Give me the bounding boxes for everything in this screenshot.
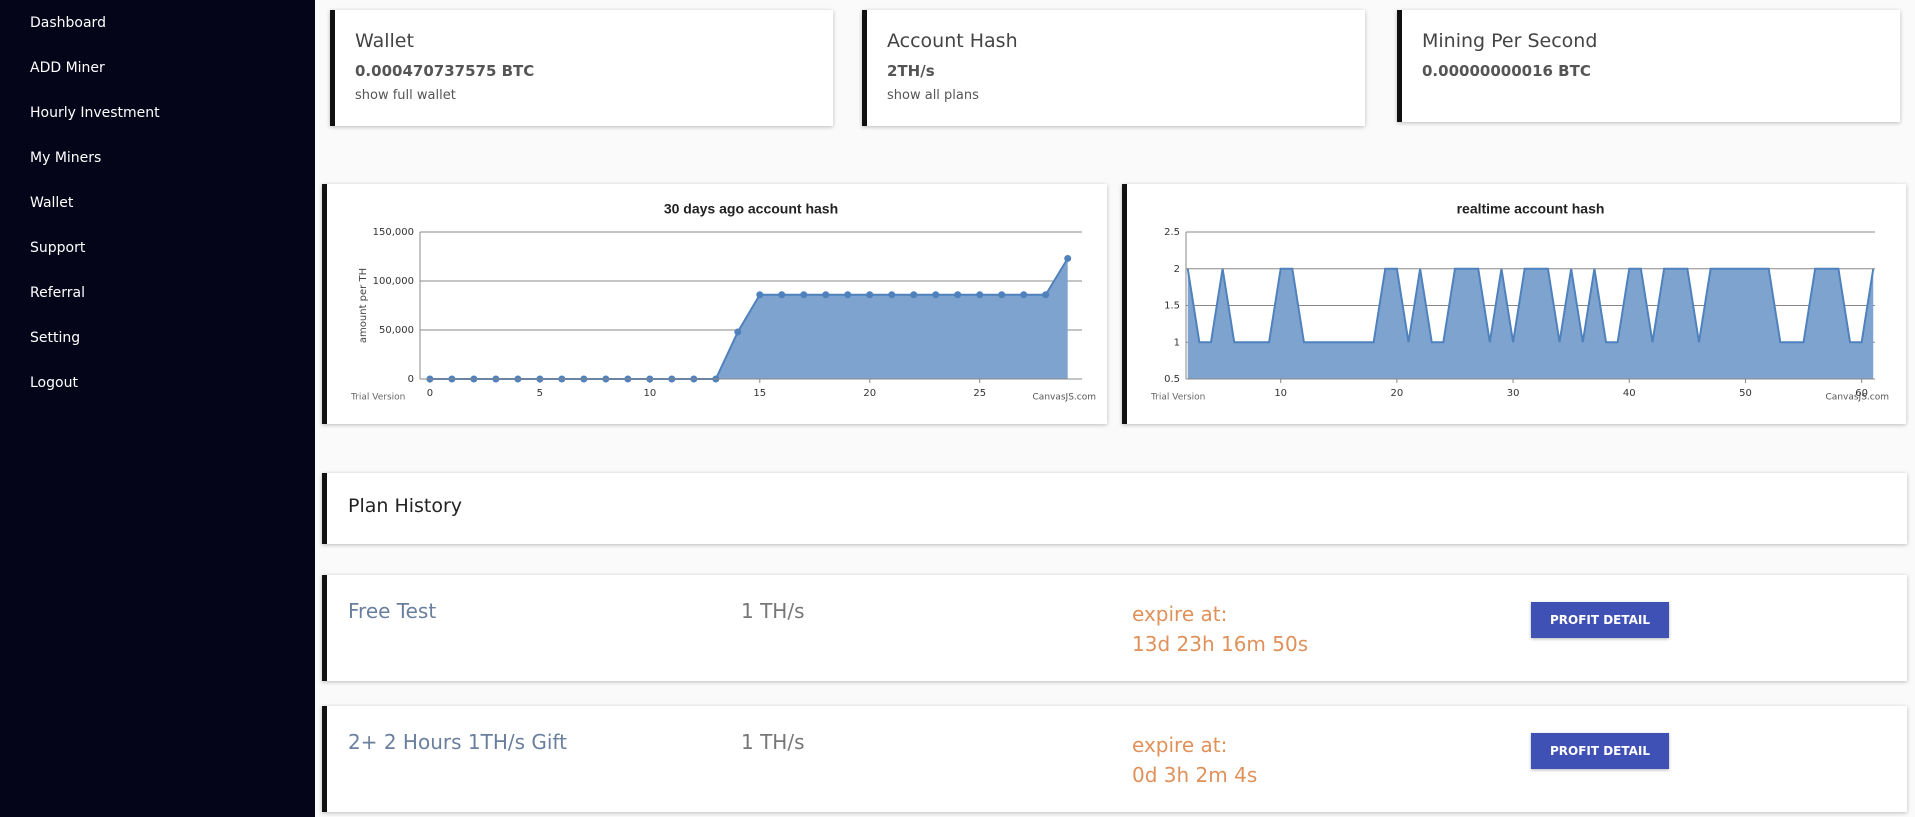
chart-title: realtime account hash [1457, 201, 1605, 217]
nav-item[interactable]: Logout [30, 375, 78, 391]
stat-card: Account Hash 2TH/s show all plans [862, 10, 1365, 126]
card-title: Mining Per Second [1422, 30, 1598, 52]
y-tick-label: 100,000 [373, 276, 414, 287]
chart-title: 30 days ago account hash [664, 201, 838, 217]
marker [954, 291, 962, 299]
profit-button[interactable]: PROFIT DETAIL [1531, 602, 1669, 638]
y-tick-label: 2 [1174, 264, 1180, 275]
nav-item[interactable]: ADD Miner [30, 60, 105, 76]
x-tick-label: 60 [1855, 388, 1868, 399]
marker [1042, 291, 1050, 299]
section-title: Plan History [348, 495, 463, 517]
nav-item[interactable]: Hourly Investment [30, 105, 160, 121]
card-title: Wallet [355, 30, 414, 52]
x-tick-label: 5 [537, 388, 543, 399]
stat-card: Wallet 0.000470737575 BTC show full wallet [330, 10, 833, 126]
plan-hash: 1 TH/s [741, 599, 805, 623]
card-value: 2TH/s [887, 62, 935, 80]
card-link[interactable]: show full wallet [355, 88, 456, 103]
x-tick-label: 20 [1391, 388, 1404, 399]
plan-name: 2+ 2 Hours 1TH/s Gift [348, 730, 567, 754]
marker [866, 291, 874, 299]
marker [822, 291, 830, 299]
marker [888, 291, 896, 299]
nav-item[interactable]: Support [30, 240, 86, 256]
marker [1020, 291, 1028, 299]
credit: CanvasJS.com [1826, 393, 1889, 403]
nav-item[interactable]: My Miners [30, 150, 102, 166]
x-tick-label: 10 [1274, 388, 1287, 399]
sidebar: Dashboard ADD Miner Hourly Investment My Mi… [0, 0, 315, 817]
expire-value: 0d 3h 2m 4s [1132, 763, 1258, 787]
nav-item[interactable]: Referral [30, 285, 85, 301]
card-value: 0.00000000016 BTC [1422, 62, 1591, 80]
y-tick-label: 150,000 [373, 227, 414, 238]
area [1187, 268, 1874, 379]
expire-label: expire at: [1132, 602, 1228, 626]
chart-card: realtime account hash 0.5 1 1.5 2 2.5 10 20 30 40… [1122, 184, 1906, 424]
plan-history: Plan History [322, 473, 1907, 544]
y-tick-label: 0.5 [1164, 374, 1180, 385]
credit: CanvasJS.com [1033, 393, 1096, 403]
nav-item[interactable]: Setting [30, 330, 81, 346]
card-value: 0.000470737575 BTC [355, 62, 535, 80]
y-tick-label: 1.5 [1164, 301, 1180, 312]
marker [1064, 254, 1072, 262]
x-tick-label: 10 [643, 388, 656, 399]
marker [778, 291, 786, 299]
marker [800, 291, 808, 299]
credit: Trial Version [350, 393, 405, 403]
x-tick-label: 20 [863, 388, 876, 399]
card-link[interactable]: show all plans [887, 88, 979, 103]
y-tick-label: 2.5 [1164, 227, 1180, 238]
marker [976, 291, 984, 299]
y-tick-label: 0 [408, 374, 414, 385]
area [429, 258, 1068, 379]
y-tick-label: 50,000 [379, 325, 414, 336]
marker [932, 291, 940, 299]
x-tick-label: 0 [427, 388, 433, 399]
marker [734, 328, 742, 336]
plan-name: Free Test [348, 599, 437, 623]
marker [910, 291, 918, 299]
y-axis-label: amount per TH [358, 268, 369, 343]
line [1186, 267, 1875, 344]
plan-row: 2+ 2 Hours 1TH/s Gift 1 TH/s expire at: 0d … [322, 706, 1907, 812]
expire-label: expire at: [1132, 733, 1228, 757]
chart: realtime account hash 0.5 1 1.5 2 2.5 10 20 30 40… [1150, 201, 1889, 403]
plan-expire: expire at: 13d 23h 16m 50s [1132, 599, 1308, 659]
x-tick-label: 25 [973, 388, 986, 399]
plan-expire: expire at: 0d 3h 2m 4s [1132, 730, 1257, 790]
card-title: Account Hash [887, 30, 1018, 52]
x-tick-label: 50 [1739, 388, 1752, 399]
x-tick-label: 30 [1507, 388, 1520, 399]
marker [844, 291, 852, 299]
chart-card: 30 days ago account hash amount per TH 0 50… [322, 184, 1107, 424]
credit: Trial Version [1150, 393, 1205, 403]
plan-row: Free Test 1 TH/s expire at: 13d 23h 16m 50s… [322, 575, 1907, 681]
profit-button[interactable]: PROFIT DETAIL [1531, 733, 1669, 769]
nav-item[interactable]: Wallet [30, 195, 74, 211]
marker [756, 291, 764, 299]
x-tick-label: 15 [753, 388, 766, 399]
stat-card: Mining Per Second 0.00000000016 BTC [1397, 10, 1900, 122]
plan-hash: 1 TH/s [741, 730, 805, 754]
marker [998, 291, 1006, 299]
expire-value: 13d 23h 16m 50s [1132, 632, 1309, 656]
y-tick-label: 1 [1174, 337, 1180, 348]
x-tick-label: 40 [1623, 388, 1636, 399]
nav-item[interactable]: Dashboard [30, 15, 106, 31]
